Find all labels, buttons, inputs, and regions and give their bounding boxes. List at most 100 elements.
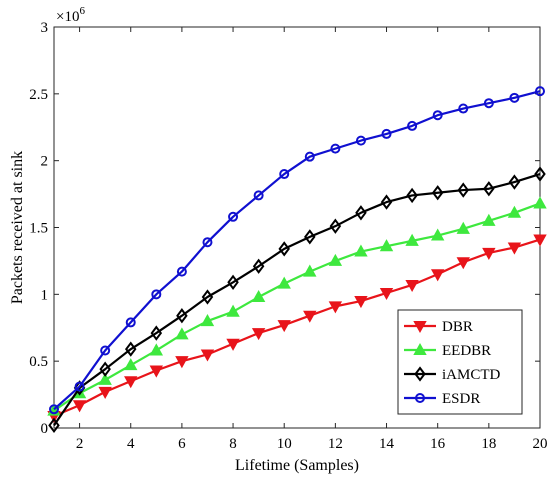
data-point-esdr xyxy=(535,86,545,97)
y-tick-label: 0 xyxy=(41,421,49,437)
data-point-eedbr xyxy=(354,244,368,257)
x-tick-label: 16 xyxy=(430,436,446,452)
x-tick-label: 18 xyxy=(481,436,496,452)
y-axis-multiplier-base: ×10 xyxy=(56,9,79,25)
data-point-eedbr xyxy=(379,239,394,252)
y-tick-label: 2.5 xyxy=(29,87,48,103)
data-point-dbr xyxy=(507,242,522,255)
data-point-iamctd xyxy=(278,241,290,257)
data-point-dbr xyxy=(72,400,87,413)
data-point-eedbr xyxy=(430,228,445,241)
data-point-eedbr xyxy=(251,289,266,303)
x-tick-label: 20 xyxy=(533,436,548,452)
data-point-iamctd xyxy=(48,417,60,433)
legend-entry-esdr: ESDR xyxy=(404,391,480,407)
x-axis-title: Lifetime (Samples) xyxy=(235,457,359,474)
data-point-iamctd xyxy=(124,341,137,357)
y-tick-label: 0.5 xyxy=(29,354,48,370)
legend: DBR EEDBR iAMCTD ESDR xyxy=(397,309,523,415)
y-tick-label: 1 xyxy=(41,287,49,303)
data-point-eedbr xyxy=(149,343,164,356)
data-point-iamctd xyxy=(252,258,265,274)
data-point-dbr xyxy=(430,269,445,282)
data-point-dbr xyxy=(149,365,164,378)
legend-marker-esdr xyxy=(415,393,425,403)
data-point-eedbr xyxy=(482,213,496,226)
legend-entry-eedbr: EEDBR xyxy=(404,342,491,359)
data-point-esdr xyxy=(458,103,469,114)
legend-entry-dbr: DBR xyxy=(404,319,473,335)
data-point-dbr xyxy=(251,328,266,341)
data-point-esdr xyxy=(151,289,162,300)
data-point-esdr xyxy=(74,381,85,392)
data-point-iamctd xyxy=(534,166,546,182)
legend-label-esdr: ESDR xyxy=(442,391,480,407)
y-tick-label: 3 xyxy=(41,20,49,36)
data-point-dbr xyxy=(200,349,215,362)
data-point-dbr xyxy=(482,247,496,260)
data-point-eedbr xyxy=(507,205,522,218)
data-point-eedbr xyxy=(124,358,138,371)
data-point-esdr xyxy=(381,128,392,139)
data-point-esdr xyxy=(483,98,494,109)
series-esdr xyxy=(49,86,545,415)
data-point-dbr xyxy=(456,257,470,270)
data-point-iamctd xyxy=(406,187,418,204)
axes: 2 4 6 8 10 12 14 16 18 20 0 0.5 1 1.5 2 2.5 3 Lifetime (S… xyxy=(9,5,548,474)
data-point-esdr xyxy=(253,190,264,201)
legend-label-iamctd: iAMCTD xyxy=(442,367,501,383)
data-point-esdr xyxy=(125,317,136,328)
data-point-dbr xyxy=(124,376,138,389)
data-point-iamctd xyxy=(329,218,342,234)
data-point-dbr xyxy=(277,320,291,333)
series-group xyxy=(47,86,547,433)
x-tick-label: 4 xyxy=(127,436,135,452)
data-point-esdr xyxy=(228,211,239,222)
data-point-esdr xyxy=(100,345,111,356)
data-point-dbr xyxy=(533,234,547,247)
data-point-dbr xyxy=(303,310,317,323)
data-point-iamctd xyxy=(304,229,316,245)
x-tick-label: 10 xyxy=(277,436,292,452)
data-point-dbr xyxy=(328,301,343,314)
data-point-iamctd xyxy=(483,181,495,197)
data-point-iamctd xyxy=(380,194,393,210)
data-point-iamctd xyxy=(201,289,214,305)
x-tick-label: 12 xyxy=(328,436,343,452)
data-point-eedbr xyxy=(277,276,291,289)
data-point-esdr xyxy=(202,237,213,248)
series-iamctd xyxy=(48,166,546,433)
x-tick-label: 2 xyxy=(76,436,84,452)
data-point-eedbr xyxy=(456,221,470,234)
data-point-eedbr xyxy=(98,372,112,385)
data-point-esdr xyxy=(304,151,315,162)
data-point-dbr xyxy=(98,386,112,399)
data-point-dbr xyxy=(379,287,394,301)
data-point-iamctd xyxy=(508,174,521,190)
data-point-iamctd xyxy=(457,182,470,198)
data-point-eedbr xyxy=(303,264,317,277)
data-point-esdr xyxy=(355,135,366,146)
series-eedbr xyxy=(47,196,547,416)
data-point-esdr xyxy=(407,120,418,131)
x-tick-label: 6 xyxy=(178,436,186,452)
legend-marker-dbr xyxy=(413,321,427,334)
data-point-esdr xyxy=(330,143,341,154)
data-point-esdr xyxy=(176,266,187,277)
data-point-iamctd xyxy=(227,274,239,290)
data-point-esdr xyxy=(279,169,290,180)
data-point-iamctd xyxy=(431,185,444,201)
data-point-dbr xyxy=(226,338,240,351)
y-tick-label: 1.5 xyxy=(29,221,48,237)
data-point-iamctd xyxy=(355,205,367,221)
legend-entry-iamctd: iAMCTD xyxy=(404,366,501,383)
y-axis-multiplier: ×106 xyxy=(56,5,85,25)
y-axis-multiplier-exponent: 6 xyxy=(79,5,85,17)
data-point-eedbr xyxy=(533,196,547,209)
data-point-eedbr xyxy=(200,314,215,327)
data-point-iamctd xyxy=(150,325,163,341)
data-point-eedbr xyxy=(405,233,419,246)
data-point-iamctd xyxy=(176,308,188,324)
legend-label-eedbr: EEDBR xyxy=(442,343,491,359)
